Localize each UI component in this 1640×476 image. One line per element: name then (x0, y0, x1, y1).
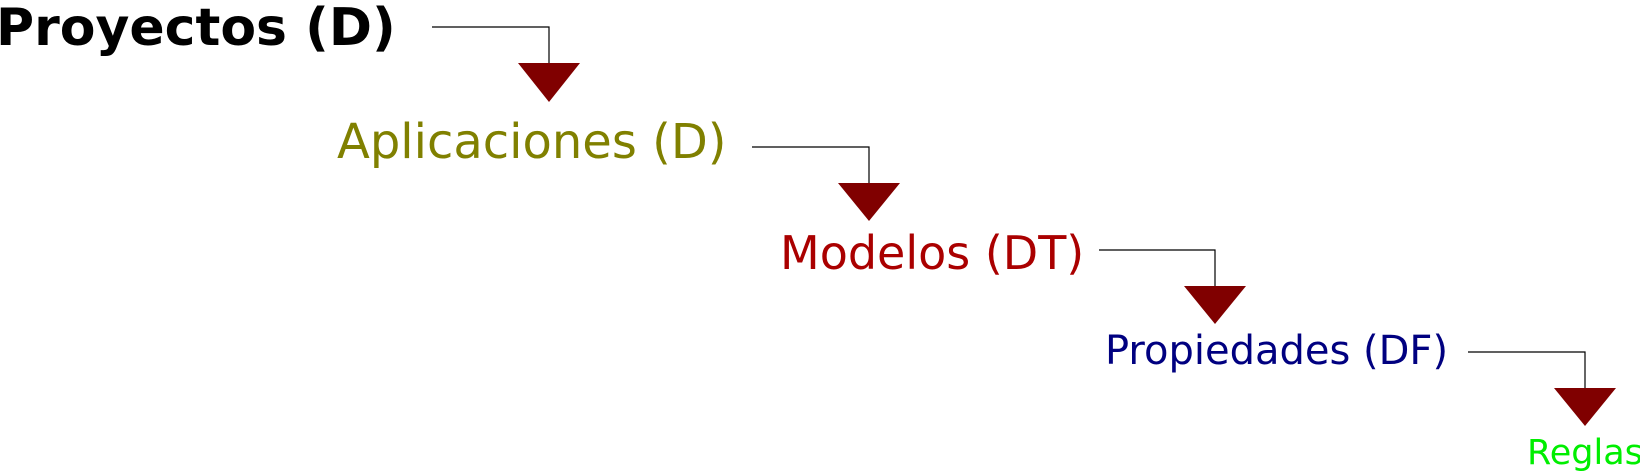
level-proyectos-label: Proyectos (D) (0, 0, 396, 58)
connector-aplicaciones-modelos-line (752, 146, 870, 183)
level-modelos-label: Modelos (DT) (780, 226, 1085, 280)
connector-modelos-propiedades-line (1099, 249, 1216, 286)
connector-propiedades-reglas-line (1468, 351, 1586, 388)
level-reglas-label: Reglas (1527, 433, 1640, 473)
level-propiedades-label: Propiedades (DF) (1105, 328, 1449, 374)
connector-proyectos-aplicaciones-line (432, 26, 550, 63)
connector-aplicaciones-modelos-arrowhead (838, 183, 900, 221)
connector-propiedades-reglas-arrowhead (1554, 388, 1616, 426)
level-aplicaciones-label: Aplicaciones (D) (337, 114, 727, 170)
connector-modelos-propiedades-arrowhead (1184, 286, 1246, 324)
connector-proyectos-aplicaciones-arrowhead (518, 63, 580, 102)
